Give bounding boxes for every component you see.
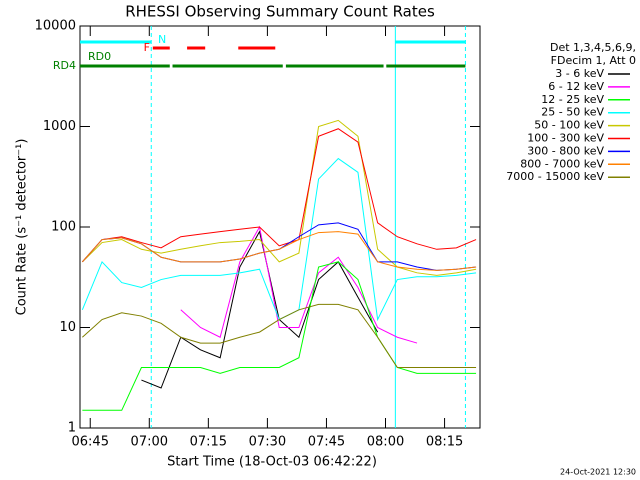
legend-label: 25 - 50 keV bbox=[541, 106, 604, 119]
y-tick-label: 1 bbox=[68, 421, 76, 436]
flag-label: F bbox=[144, 41, 150, 54]
x-tick-label: 06:45 bbox=[72, 435, 109, 450]
y-tick-label: 10 bbox=[59, 320, 76, 335]
x-tick-label: 07:45 bbox=[308, 435, 345, 450]
series-line bbox=[82, 303, 477, 368]
y-tick-label: 100 bbox=[51, 220, 76, 235]
series-line bbox=[81, 128, 477, 263]
x-axis-label: Start Time (18-Oct-03 06:42:22) bbox=[167, 455, 377, 470]
legend-label: 50 - 100 keV bbox=[534, 119, 604, 132]
flag-label: RD4 bbox=[53, 59, 76, 72]
legend-label: 800 - 7000 keV bbox=[520, 157, 604, 170]
legend-label: 6 - 12 keV bbox=[548, 80, 604, 93]
series-line bbox=[180, 225, 418, 344]
x-tick-label: 07:30 bbox=[249, 435, 286, 450]
x-tick-label: 08:00 bbox=[367, 435, 404, 450]
x-tick-label: 07:00 bbox=[131, 435, 168, 450]
footer: 24-Oct-2021 12:30 bbox=[560, 468, 636, 477]
y-axis-label: Count Rate (s⁻¹ detector⁻¹) bbox=[15, 139, 30, 316]
legend-header: Det 1,3,4,5,6,9, bbox=[550, 41, 636, 54]
legend-label: 3 - 6 keV bbox=[555, 67, 604, 80]
x-tick-label: 07:15 bbox=[190, 435, 227, 450]
legend-label: 100 - 300 keV bbox=[527, 132, 604, 145]
y-tick-label: 10000 bbox=[35, 19, 76, 34]
legend-label: 300 - 800 keV bbox=[527, 144, 604, 157]
y-tick-label: 1000 bbox=[43, 119, 76, 134]
chart-title: RHESSI Observing Summary Count Rates bbox=[125, 3, 435, 21]
x-tick-label: 08:15 bbox=[426, 435, 463, 450]
legend-label: 7000 - 15000 keV bbox=[506, 170, 604, 183]
flag-label: RD0 bbox=[88, 50, 111, 63]
series-line bbox=[82, 119, 477, 276]
series-line bbox=[82, 261, 477, 411]
series-line bbox=[81, 231, 477, 271]
legend-label: 12 - 25 keV bbox=[541, 93, 604, 106]
legend-header: FDecim 1, Att 0 bbox=[551, 54, 636, 67]
flag-label: N bbox=[158, 33, 166, 46]
